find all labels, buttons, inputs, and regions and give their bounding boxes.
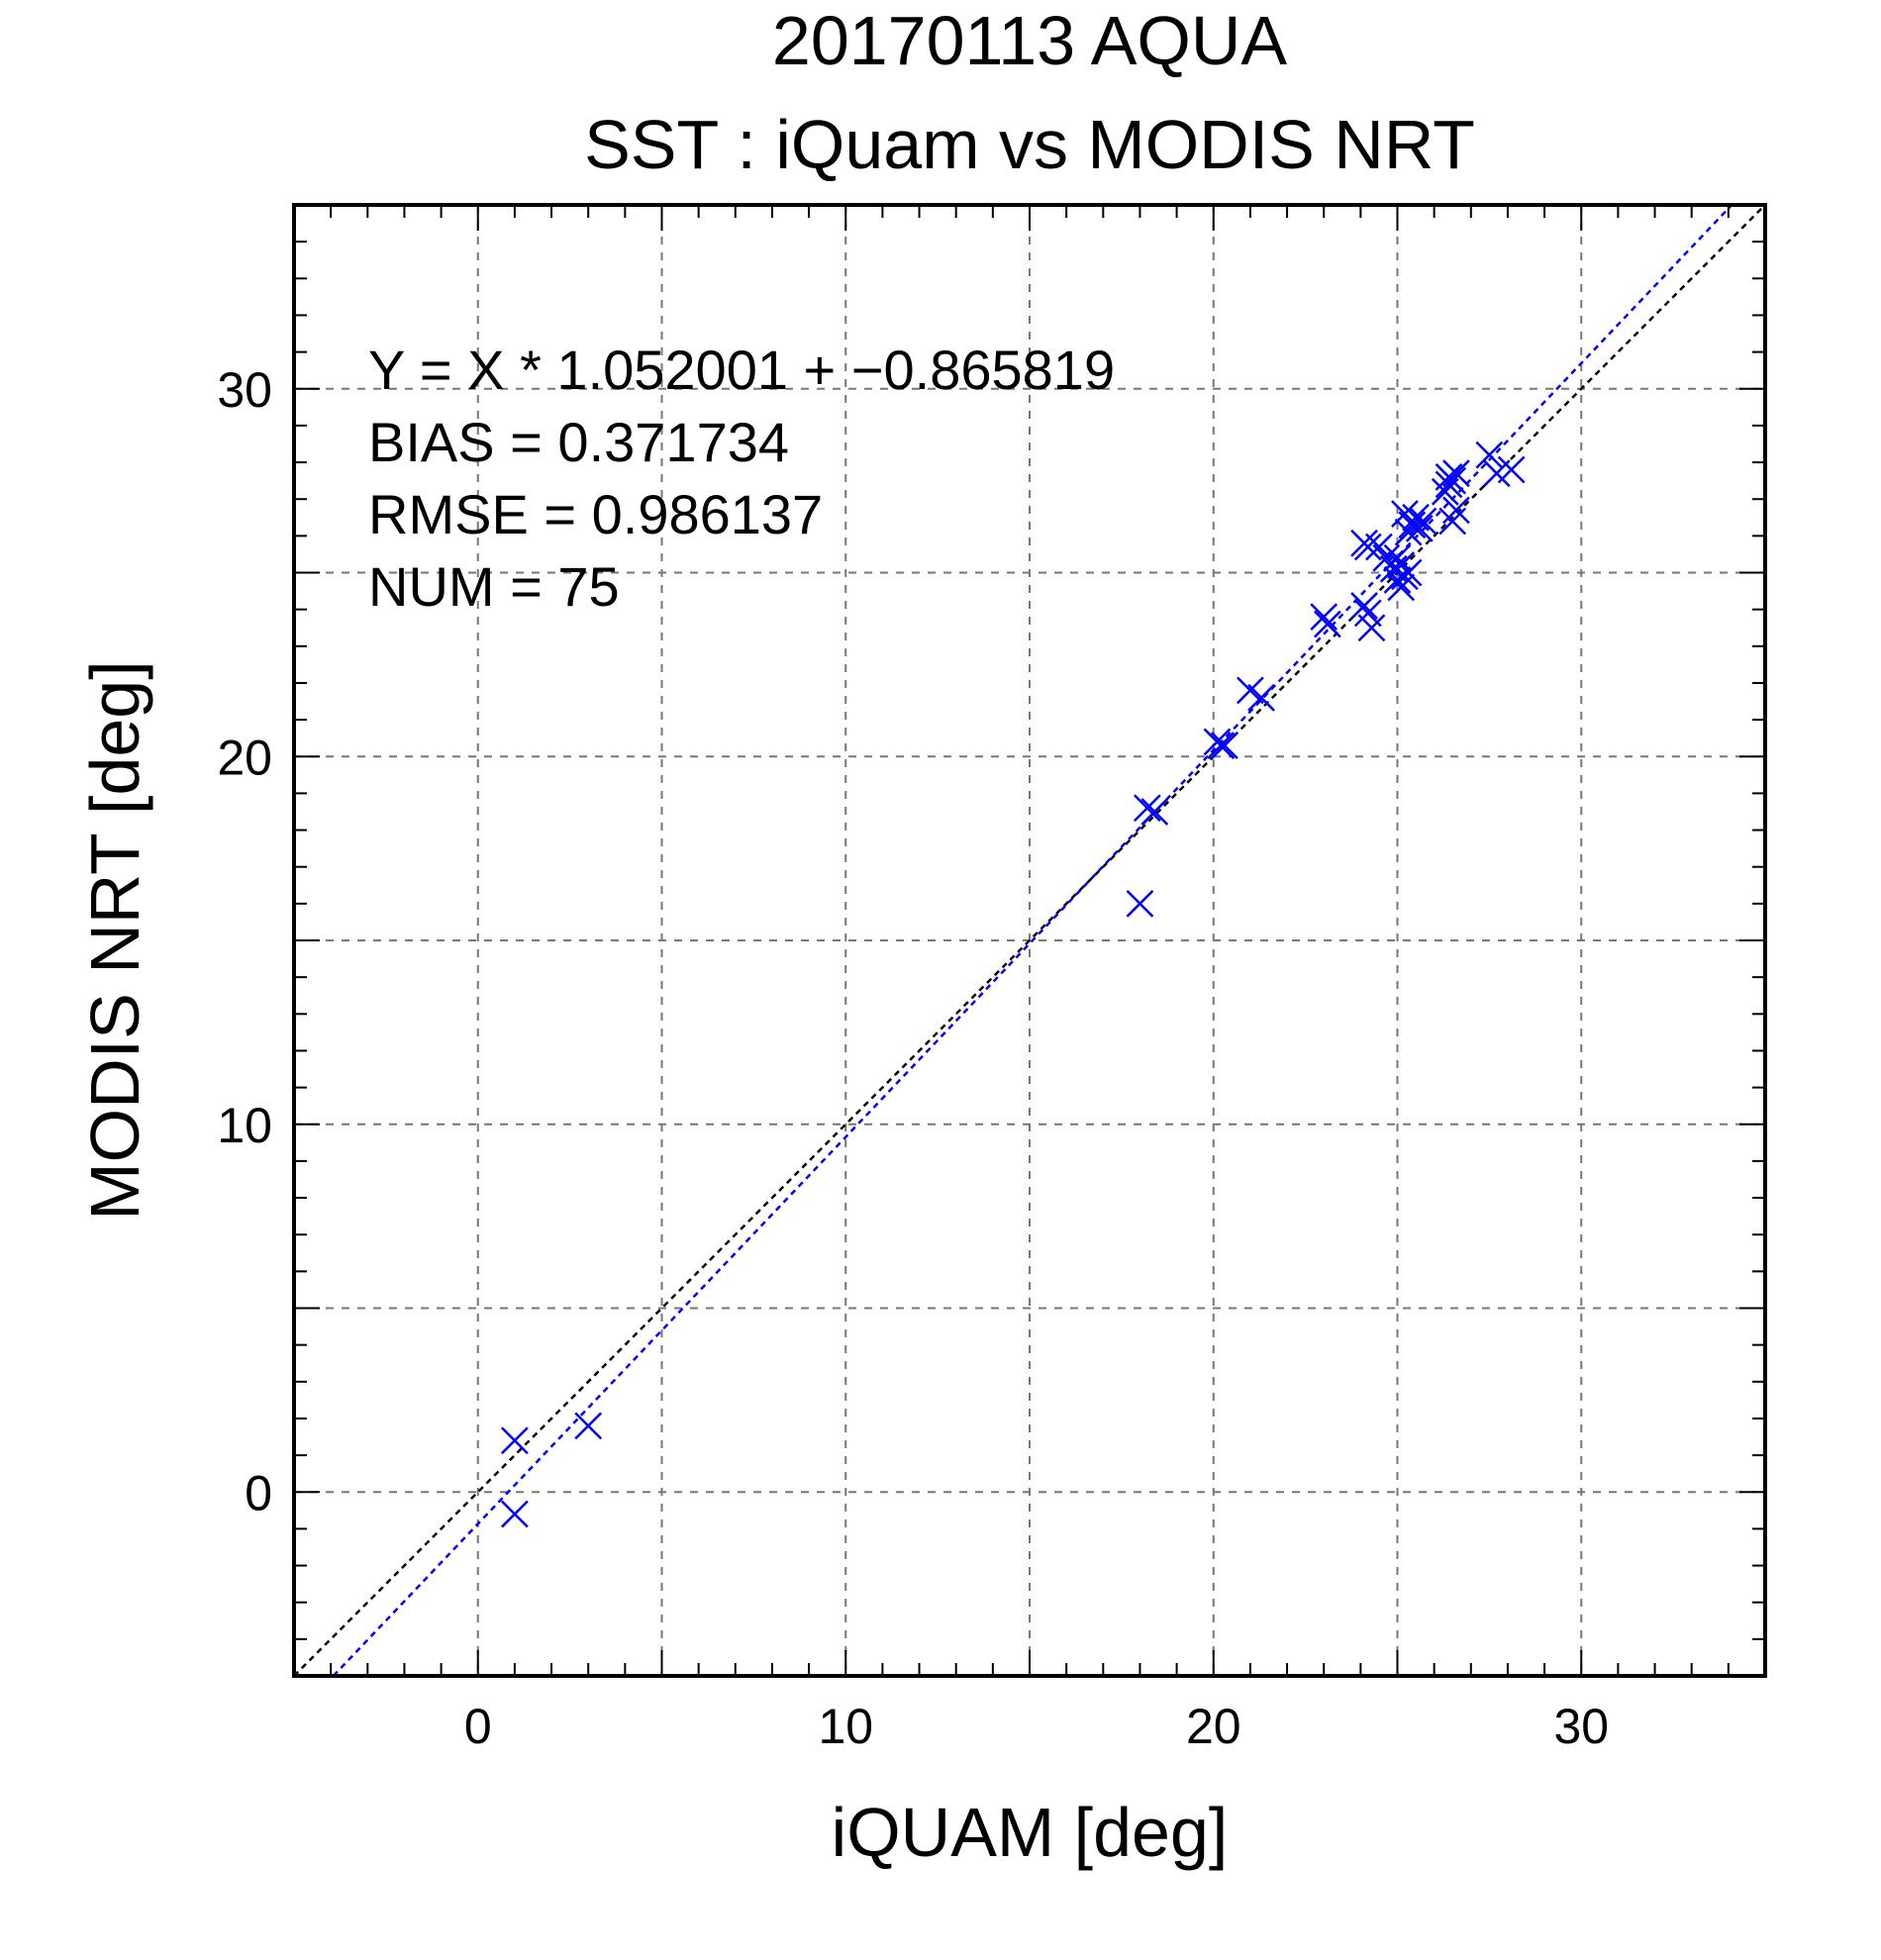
data-point-stroke [1247,683,1275,712]
rmse-value: RMSE = 0.986137 [368,483,823,545]
data-point [501,1426,529,1455]
data-point [1438,507,1467,536]
data-point-stroke [1207,732,1236,759]
grid [294,205,1765,1676]
data-point [1247,683,1275,712]
data-point [1409,507,1437,536]
data-point [1398,511,1427,539]
data-point-stroke [1497,455,1526,484]
data-point [1350,592,1378,620]
data-point-stroke [1353,533,1382,561]
data-point [1402,503,1430,532]
one-to-one-line [293,204,1766,1677]
num-value: NUM = 75 [368,555,620,618]
data-point [1310,603,1338,631]
data-point-stroke [501,1500,529,1528]
data-point [501,1500,529,1528]
data-point-stroke [574,1412,603,1440]
data-point-stroke [1405,515,1434,542]
y-tick-label: 10 [217,1098,272,1153]
data-point-stroke [1383,543,1412,572]
data-point [1394,518,1423,546]
data-point [1442,459,1470,488]
y-axis-label: MODIS NRT [deg] [76,660,153,1220]
data-point-stroke [1398,511,1427,539]
x-tick-label: 30 [1553,1699,1609,1754]
data-point-stroke [1310,603,1338,631]
data-point-stroke [1140,798,1169,826]
stats-annotations: Y = X * 1.052001 + −0.865819 BIAS = 0.37… [368,339,1115,618]
regression-equation: Y = X * 1.052001 + −0.865819 [368,339,1115,401]
data-point-stroke [1350,592,1378,620]
data-point-stroke [501,1426,529,1455]
data-point-stroke [1133,794,1161,823]
data-point-stroke [1409,507,1437,536]
x-tick-label: 10 [818,1699,873,1754]
data-point [1126,889,1154,918]
data-point-stroke [1314,610,1341,638]
chart-subtitle: SST : iQuam vs MODIS NRT [584,106,1475,183]
data-point [1497,455,1526,484]
data-point [1207,732,1236,759]
data-point [1314,610,1341,638]
data-point [1353,533,1382,561]
y-tick-label: 30 [217,362,272,418]
data-point [1133,794,1161,823]
tick-labels: 0 10 20 30 0 10 20 30 [217,362,1609,1754]
data-point-stroke [1394,558,1423,587]
data-point-stroke [1442,459,1470,488]
data-point [1475,441,1504,469]
data-point-stroke [1475,441,1504,469]
data-point-stroke [1379,554,1408,583]
data-point-stroke [1438,507,1467,536]
regression-fit-line [332,204,1733,1677]
data-point-stroke [1442,496,1470,525]
data-point-stroke [1394,518,1423,546]
bias-value: BIAS = 0.371734 [368,411,789,473]
x-tick-label: 0 [464,1699,492,1754]
data-point [574,1412,603,1440]
data-point-stroke [1391,500,1419,528]
data-point [1140,798,1169,826]
data-point [1211,732,1238,759]
y-tick-label: 0 [245,1465,272,1520]
data-point-stroke [1211,732,1238,759]
x-tick-label: 20 [1186,1699,1241,1754]
regression-lines [293,204,1766,1677]
data-point [1383,543,1412,572]
data-point-stroke [1365,533,1393,561]
data-point-stroke [1357,614,1386,642]
data-point [1394,558,1423,587]
data-point [1442,496,1470,525]
data-point-stroke [1438,466,1467,495]
plot-frame [292,203,1767,1678]
y-tick-label: 20 [217,730,272,785]
data-point-stroke [1402,503,1430,532]
data-point-stroke [1237,676,1264,705]
x-axis-label: iQUAM [deg] [832,1794,1229,1871]
data-point-stroke [1387,573,1416,602]
data-point-stroke [1353,599,1382,628]
data-point-stroke [1372,543,1401,572]
data-point [1357,614,1386,642]
data-point [1387,573,1416,602]
data-points [501,441,1526,1528]
data-point [1405,515,1434,542]
data-point [1438,466,1467,495]
data-point-stroke [1126,889,1154,918]
chart-title: 20170113 AQUA [772,2,1288,79]
